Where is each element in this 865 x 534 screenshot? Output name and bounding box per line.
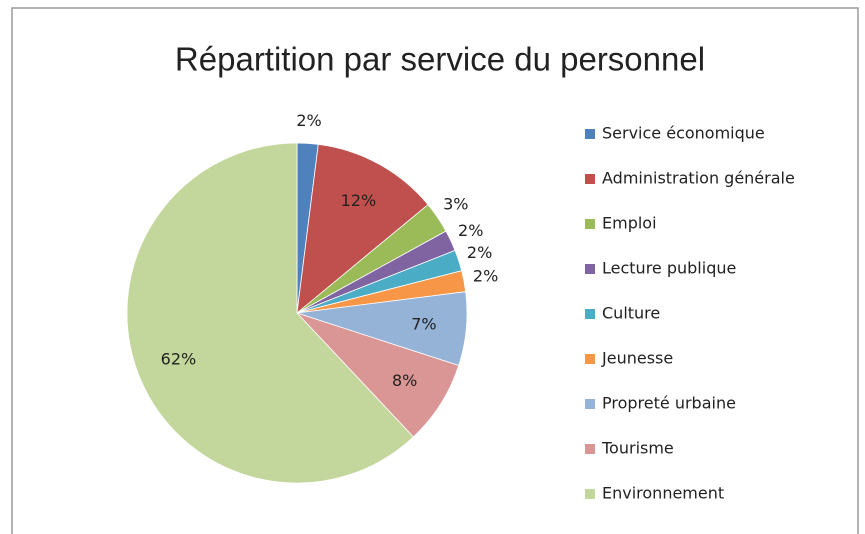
pie-slice — [126, 142, 414, 484]
data-label: 2% — [467, 243, 492, 262]
chart-title: Répartition par service du personnel — [175, 41, 705, 78]
data-label: 3% — [443, 195, 468, 214]
data-label: 12% — [341, 191, 377, 210]
legend-label: Environnement — [602, 484, 724, 503]
legend-label: Service économique — [602, 124, 765, 143]
chart-border — [11, 7, 859, 534]
legend-swatch — [585, 489, 595, 499]
legend-swatch — [585, 174, 595, 184]
legend-label: Administration générale — [602, 169, 795, 188]
data-label: 7% — [411, 314, 436, 333]
legend-swatch — [585, 309, 595, 319]
legend-label: Emploi — [602, 214, 657, 233]
legend-swatch — [585, 444, 595, 454]
legend-label: Jeunesse — [601, 349, 673, 368]
legend-swatch — [585, 399, 595, 409]
legend-label: Tourisme — [601, 439, 674, 458]
legend-swatch — [585, 264, 595, 274]
legend-swatch — [585, 219, 595, 229]
legend-label: Propreté urbaine — [602, 394, 736, 413]
legend-label: Lecture publique — [602, 259, 736, 278]
data-label: 2% — [296, 111, 321, 130]
data-label: 2% — [473, 267, 498, 286]
legend-swatch — [585, 129, 595, 139]
pie-slice — [296, 143, 429, 314]
data-label: 8% — [392, 371, 417, 390]
legend-swatch — [585, 354, 595, 364]
data-label: 2% — [458, 221, 483, 240]
legend-label: Culture — [602, 304, 660, 323]
data-label: 62% — [161, 349, 197, 368]
